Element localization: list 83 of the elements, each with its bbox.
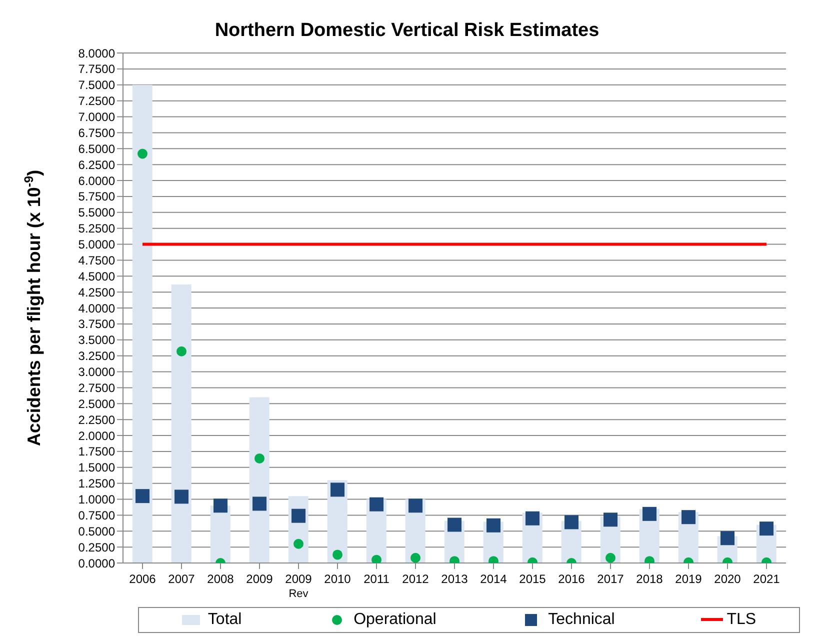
y-tick-label: 3.5000 [78,333,116,348]
x-tick-label: 2006 [129,572,156,586]
y-tick-label: 7.2500 [78,94,116,108]
legend-label: Operational [354,611,436,629]
y-tick-label: 2.5000 [78,396,116,411]
x-tick-label: 2017 [597,572,624,586]
x-tick-label: 2018 [636,572,664,586]
x-tick-label: 2020 [714,572,742,586]
y-tick-label: 4.7500 [78,253,116,268]
y-tick-label: 2.2500 [78,412,116,427]
legend-label: TLS [726,611,756,629]
bar [249,397,270,563]
y-tick-label: 0.2500 [78,540,116,554]
point [214,498,228,513]
x-tick-label: 2015 [519,572,546,586]
x-tick-label: 2008 [207,572,234,586]
point [604,512,618,527]
bar [132,84,152,563]
y-tick-label: 5.0000 [78,238,116,252]
x-tick-label: 2012 [402,572,430,586]
y-tick-label: 2.7500 [78,380,116,395]
point [332,550,342,560]
y-tick-label: 3.2500 [78,349,116,364]
y-tick-label: 7.0000 [78,110,116,124]
y-tick-label: 1.7500 [78,444,116,459]
x-tick-label: 2007 [168,572,196,586]
y-tick-label: 4.2500 [78,285,116,300]
point [370,497,384,512]
point [372,554,382,563]
point [564,515,578,530]
point [486,518,500,532]
point [526,511,540,526]
x-tick-label: 2016 [558,572,586,586]
y-tick-label: 3.7500 [78,317,116,332]
y-tick-label: 6.5000 [78,142,116,156]
y-tick-label: 5.7500 [78,190,116,204]
point [330,482,344,497]
x-tick-label: 2019 [675,572,702,586]
x-tick-label: 2013 [441,572,468,586]
y-tick-label: 6.0000 [78,174,116,188]
x-tick-label: 2010 [324,572,352,586]
y-tick-label: 4.0000 [78,301,116,316]
y-tick-label: 6.2500 [78,158,116,172]
y-tick-label: 0.0000 [78,556,116,570]
point [682,510,696,524]
point [760,522,774,536]
x-tick-label: 2009 [246,572,274,586]
y-tick-label: 3.0000 [78,365,116,380]
legend-label: Total [208,611,242,629]
y-tick-label: 5.5000 [78,206,116,220]
y-tick-label: 1.5000 [78,460,116,475]
point [408,498,422,513]
bar [171,284,192,563]
y-tick-label: 2.0000 [78,428,116,443]
point [138,148,148,159]
legend-label: Technical [548,611,615,629]
point [292,508,306,523]
point [174,490,188,504]
x-tick-label: 2011 [364,572,390,586]
y-tick-label: 7.7500 [78,62,116,76]
point [254,453,264,464]
point [720,531,734,546]
y-tick-label: 1.0000 [78,492,116,507]
y-tick-label: 4.5000 [78,269,116,284]
x-tick-label: 2021 [753,572,780,586]
x-tick-label: 2009 Rev [285,572,312,600]
y-tick-label: 5.2500 [78,222,116,236]
point [642,506,656,521]
y-tick-label: 7.5000 [78,78,116,92]
y-tick-label: 0.7500 [78,508,116,522]
y-tick-label: 8.0000 [78,46,116,60]
point [448,518,462,532]
point [606,552,616,563]
x-tick-label: 2014 [480,572,508,586]
y-tick-label: 1.2500 [78,476,116,491]
point [252,496,266,511]
point [176,346,186,356]
point [294,538,304,549]
point [410,552,420,563]
y-tick-label: 6.7500 [78,126,116,140]
chart-title: Northern Domestic Vertical Risk Estimates [214,19,600,43]
y-tick-label: 0.5000 [78,524,116,538]
point [136,489,150,504]
